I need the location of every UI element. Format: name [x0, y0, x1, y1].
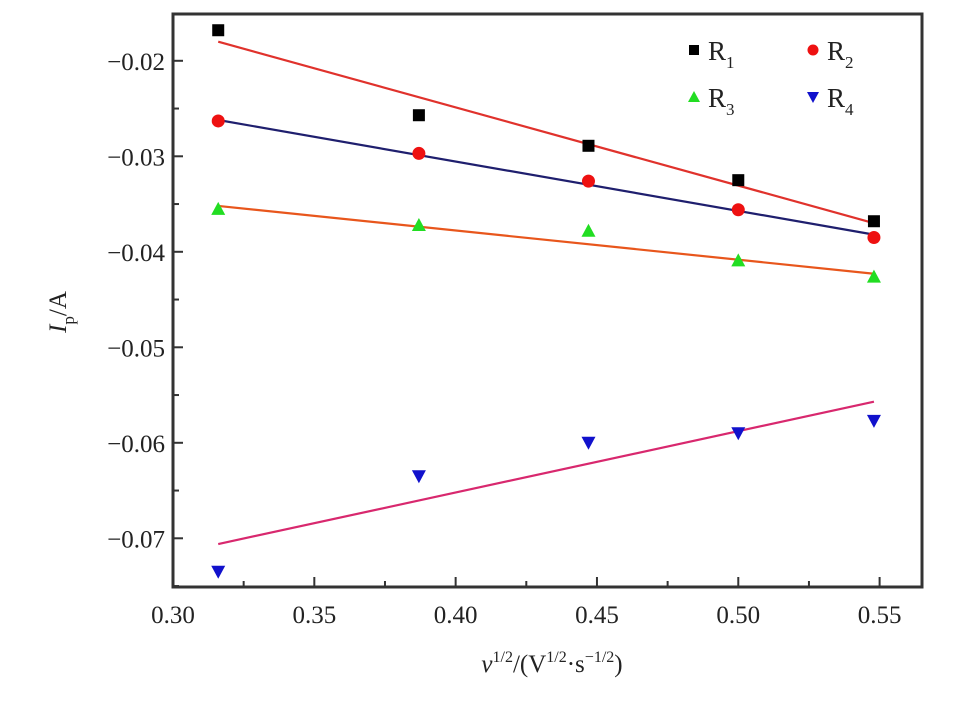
data-point-r4: [211, 565, 226, 579]
legend-marker-r4: [807, 92, 819, 103]
data-point-r1: [867, 215, 880, 228]
data-point-r1: [212, 24, 225, 37]
data-point-r2: [412, 146, 426, 160]
plot-frame: [171, 12, 924, 589]
legend-label-sub: 2: [845, 53, 854, 72]
data-point-r4: [866, 414, 881, 428]
y-tick-label: −0.04: [107, 240, 165, 267]
legend-label-sub: 4: [845, 100, 854, 119]
y-axis-title: Ip/A: [45, 291, 78, 334]
data-point-r3: [866, 269, 881, 283]
fit-line-r3: [218, 204, 875, 275]
data-point-r1: [582, 139, 595, 152]
x-axis-unit-open: /(V: [513, 651, 546, 678]
y-tick-label: −0.06: [107, 431, 165, 458]
data-point-r3: [411, 218, 426, 232]
data-point-r1: [732, 174, 745, 187]
x-tick-label: 0.40: [434, 602, 478, 629]
fit-line-r1: [217, 40, 875, 225]
y-axis: −0.02 −0.03 −0.04 −0.05 −0.06 −0.07: [107, 49, 183, 588]
y-axis-sub: p: [59, 316, 78, 325]
legend-label-sub: 1: [726, 53, 735, 72]
data-point-r4: [411, 470, 426, 484]
x-axis-dot-s: ·s: [567, 651, 585, 678]
x-axis-title: v1/2/(V1/2·s−1/2): [481, 649, 622, 678]
legend-label-name: R: [708, 36, 726, 66]
data-point-r3: [581, 223, 596, 237]
data-points: [211, 24, 881, 579]
data-point-r2: [731, 203, 745, 217]
x-axis-sup3: −1/2: [585, 649, 614, 666]
legend-label-name: R: [708, 83, 726, 113]
data-point-r3: [731, 253, 746, 267]
x-axis-sup2: 1/2: [546, 649, 566, 666]
data-point-r1: [412, 109, 425, 122]
legend-label-r4: R4: [827, 83, 854, 119]
x-tick-label: 0.50: [716, 602, 760, 629]
y-tick-label: −0.05: [107, 335, 165, 362]
legend-marker-r2: [807, 44, 819, 56]
y-axis-symbol: I: [45, 323, 72, 334]
y-tick-label: −0.07: [107, 526, 165, 553]
y-axis-unit: /A: [45, 291, 72, 316]
data-point-r4: [731, 427, 746, 441]
plot-frame-border: [171, 12, 924, 589]
data-point-r3: [211, 201, 226, 215]
x-axis-sup1: 1/2: [493, 649, 513, 666]
data-point-r2: [581, 174, 595, 188]
data-point-r4: [581, 436, 596, 450]
x-axis-symbol: v: [481, 651, 493, 678]
fit-line-r4: [217, 400, 875, 546]
x-axis-close: ): [614, 651, 622, 678]
legend-label-sub: 3: [726, 100, 735, 119]
y-tick-label: −0.03: [107, 144, 165, 171]
x-tick-label: 0.30: [151, 602, 195, 629]
legend-marker-r3: [688, 91, 700, 102]
x-axis: 0.30 0.35 0.40 0.45 0.50 0.55: [151, 577, 901, 629]
fit-line-r2: [218, 118, 875, 236]
y-tick-label: −0.02: [107, 49, 165, 76]
data-point-r2: [867, 230, 881, 244]
x-tick-label: 0.35: [292, 602, 336, 629]
fit-lines: [217, 40, 875, 546]
legend-label-name: R: [827, 83, 845, 113]
x-tick-label: 0.45: [575, 602, 619, 629]
legend-label-r3: R3: [708, 83, 735, 119]
x-tick-label: 0.55: [858, 602, 902, 629]
legend-marker-r1: [689, 45, 699, 55]
legend-label-r2: R2: [827, 36, 854, 72]
legend-label-name: R: [827, 36, 845, 66]
legend-label-r1: R1: [708, 36, 735, 72]
data-point-r2: [211, 114, 225, 128]
